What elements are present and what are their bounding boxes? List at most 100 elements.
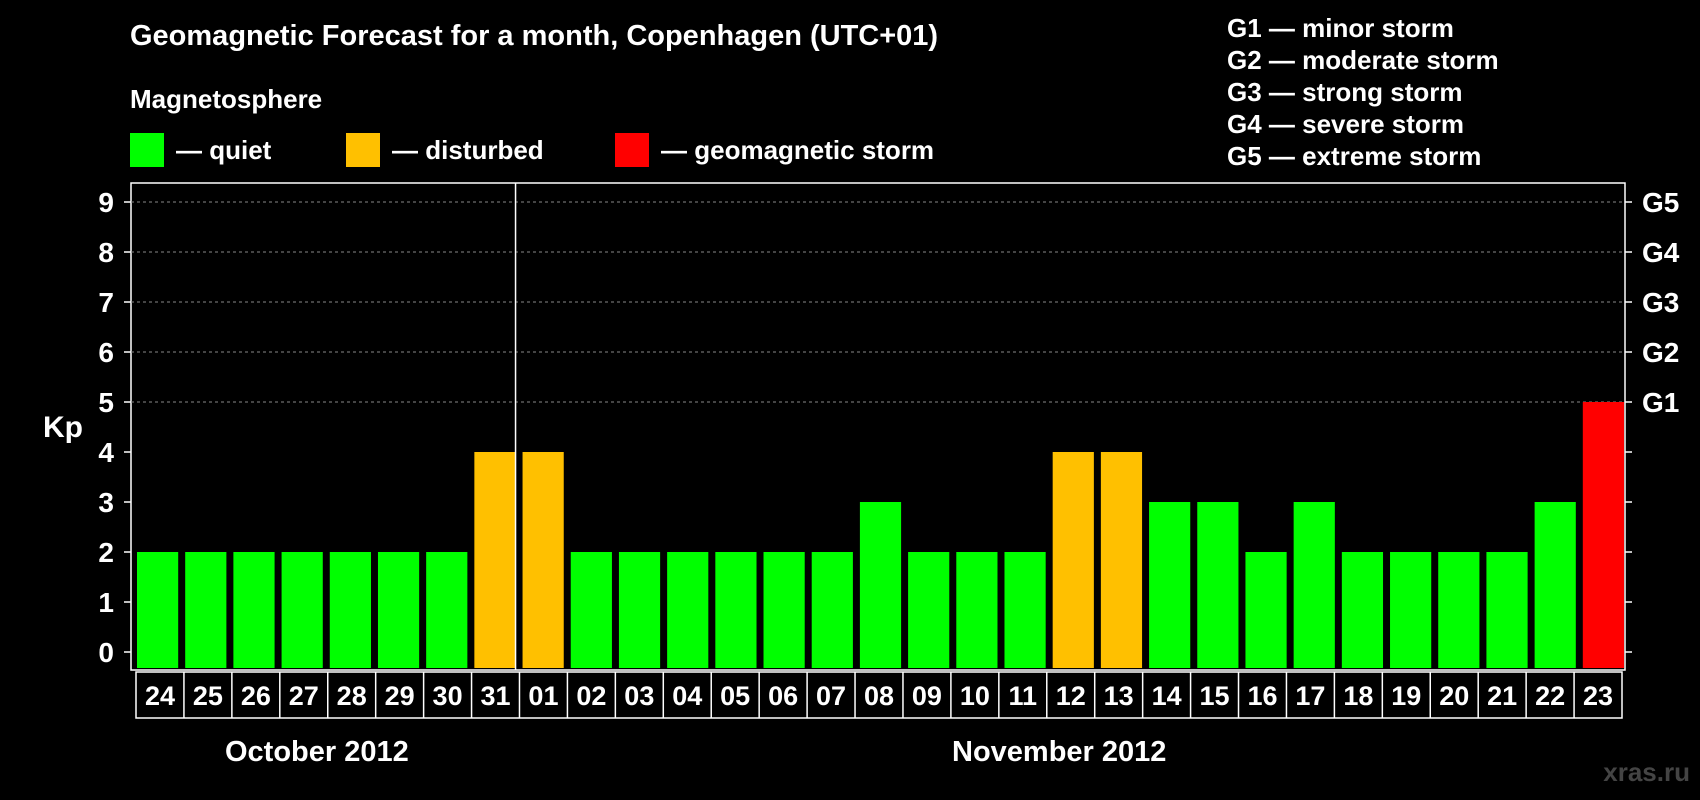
x-tick-label: 09 <box>912 681 942 711</box>
x-tick-label: 17 <box>1295 681 1325 711</box>
storm-level-g4: G4 — severe storm <box>1227 109 1465 139</box>
bar-16 <box>1245 552 1287 668</box>
bar-10 <box>956 552 998 668</box>
bar-09 <box>908 552 950 668</box>
x-tick-label: 04 <box>672 681 702 711</box>
legend-swatch-quiet <box>130 133 164 167</box>
x-tick-label: 19 <box>1391 681 1421 711</box>
bar-18 <box>1341 552 1384 668</box>
bar-30 <box>426 552 468 668</box>
bar-04 <box>667 552 709 668</box>
x-tick-label: 24 <box>145 681 175 711</box>
x-tick-label: 23 <box>1583 681 1613 711</box>
y-tick-label: 6 <box>98 337 114 368</box>
bar-24 <box>137 552 179 668</box>
bar-22 <box>1534 502 1576 668</box>
chart-title: Geomagnetic Forecast for a month, Copenh… <box>130 20 939 52</box>
storm-level-tick-label: G3 <box>1642 287 1679 318</box>
storm-level-legend: G1 — minor storm G2 — moderate storm G3 … <box>1227 12 1499 172</box>
x-tick-label: 15 <box>1200 681 1230 711</box>
x-tick-label: 22 <box>1535 681 1565 711</box>
x-tick-label: 21 <box>1487 681 1517 711</box>
month-label-october: October 2012 <box>225 736 409 768</box>
x-tick-label: 10 <box>960 681 990 711</box>
x-tick-label: 30 <box>433 681 463 711</box>
legend-swatch-storm <box>615 133 649 167</box>
x-tick-label: 31 <box>480 681 510 711</box>
x-tick-label: 26 <box>241 681 271 711</box>
x-tick-label: 11 <box>1009 681 1038 711</box>
legend-item-quiet: — quiet <box>130 133 271 167</box>
bar-26 <box>233 552 275 668</box>
x-tick-label: 05 <box>720 681 750 711</box>
storm-level-tick-label: G5 <box>1642 187 1679 218</box>
y-axis-label: Kp <box>43 411 83 444</box>
storm-level-tick-label: G2 <box>1642 337 1679 368</box>
storm-level-g3: G3 — strong storm <box>1227 77 1463 107</box>
y-tick-label: 5 <box>98 387 114 418</box>
bar-08 <box>859 502 902 668</box>
y-tick-label: 7 <box>98 287 114 318</box>
bar-12 <box>1052 452 1094 668</box>
bar-31 <box>474 452 516 668</box>
bar-01 <box>522 452 564 668</box>
x-tick-label: 08 <box>864 681 894 711</box>
x-tick-label: 12 <box>1056 681 1086 711</box>
legend-label-storm: — geomagnetic storm <box>661 134 935 165</box>
y-tick-label: 0 <box>98 637 114 668</box>
x-tick-label: 06 <box>768 681 798 711</box>
y-tick-label: 2 <box>98 537 114 568</box>
x-tick-label: 16 <box>1247 681 1277 711</box>
y-tick-label: 8 <box>98 237 114 268</box>
bar-11 <box>1004 552 1046 668</box>
legend-label-quiet: — quiet <box>176 134 272 165</box>
storm-level-tick-label: G4 <box>1642 237 1680 268</box>
watermark: xras.ru <box>1603 757 1690 787</box>
bar-07 <box>811 552 853 668</box>
storm-level-tick-label: G1 <box>1642 387 1679 418</box>
date-axis-box <box>135 671 1623 719</box>
month-label-november: November 2012 <box>952 736 1167 768</box>
storm-level-g5: G5 — extreme storm <box>1227 141 1482 171</box>
legend-swatch-disturbed <box>346 133 380 167</box>
plot-frame <box>130 182 1626 671</box>
legend-item-disturbed: — disturbed <box>346 133 544 167</box>
legend-label-disturbed: — disturbed <box>392 134 544 165</box>
bar-25 <box>185 552 227 668</box>
x-tick-label: 25 <box>193 681 223 711</box>
bar-02 <box>570 552 612 668</box>
bar-21 <box>1486 552 1528 668</box>
bar-14 <box>1149 502 1191 668</box>
x-tick-label: 28 <box>337 681 367 711</box>
bar-15 <box>1197 502 1239 668</box>
x-tick-label: 02 <box>576 681 606 711</box>
bar-28 <box>329 552 371 668</box>
bar-20 <box>1438 552 1480 668</box>
x-tick-label: 03 <box>624 681 654 711</box>
x-tick-label: 20 <box>1439 681 1469 711</box>
x-tick-label: 01 <box>528 681 558 711</box>
bar-06 <box>763 552 805 668</box>
legend-item-storm: — geomagnetic storm <box>615 133 934 167</box>
bar-29 <box>377 552 420 668</box>
x-tick-label: 29 <box>385 681 415 711</box>
x-tick-label: 14 <box>1152 681 1182 711</box>
x-tick-label: 18 <box>1343 681 1373 711</box>
x-tick-label: 27 <box>289 681 319 711</box>
storm-level-g1: G1 — minor storm <box>1227 13 1454 43</box>
x-tick-label: 07 <box>816 681 846 711</box>
storm-level-g2: G2 — moderate storm <box>1227 45 1499 75</box>
y-tick-label: 4 <box>98 437 114 468</box>
bar-03 <box>618 552 661 668</box>
x-tick-label: 13 <box>1104 681 1134 711</box>
bar-13 <box>1100 452 1143 668</box>
y-tick-label: 3 <box>98 487 114 518</box>
y-tick-label: 9 <box>98 187 114 218</box>
bar-23 <box>1582 402 1624 668</box>
bar-27 <box>281 552 323 668</box>
bar-19 <box>1390 552 1432 668</box>
y-tick-label: 1 <box>98 587 114 618</box>
legend-heading: Magnetosphere <box>130 84 323 114</box>
bar-05 <box>715 552 757 668</box>
